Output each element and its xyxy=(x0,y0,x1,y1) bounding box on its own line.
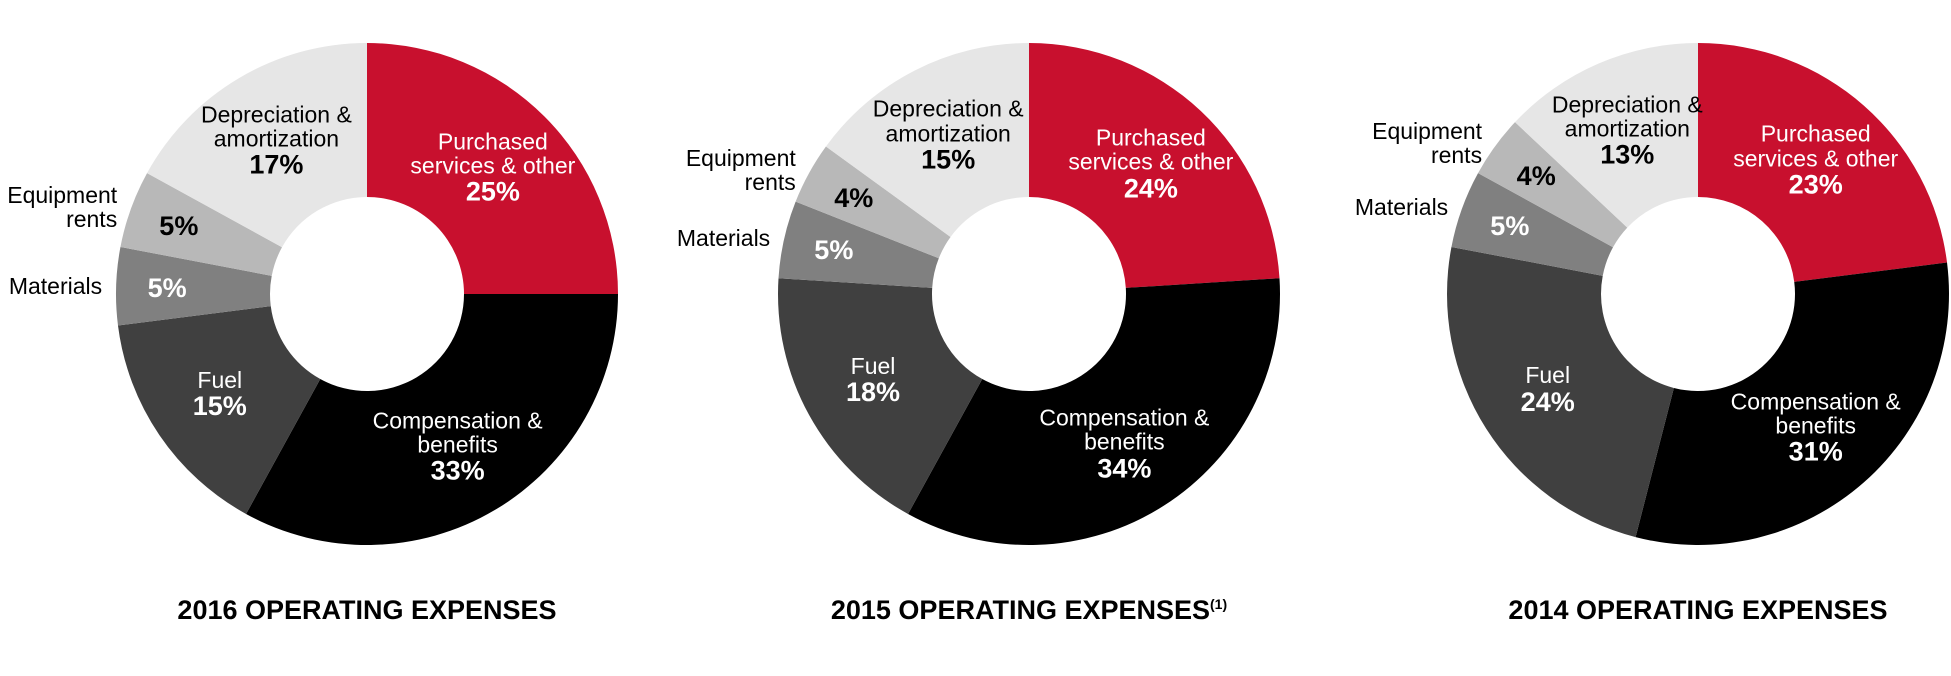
donut-slice xyxy=(1635,262,1949,546)
value-label: 4% xyxy=(834,182,874,213)
category-label: Purchased services & other xyxy=(1068,124,1234,176)
donut-slice xyxy=(778,201,939,288)
donut-slice xyxy=(1478,122,1628,248)
category-label: Compensation & benefits xyxy=(1039,404,1210,456)
chart-title-text: 2014 OPERATING EXPENSES xyxy=(1508,595,1888,625)
donut-slice xyxy=(778,278,983,514)
category-label: Materials xyxy=(676,224,771,251)
donut-slice xyxy=(115,246,272,326)
value-label: 5% xyxy=(159,211,199,242)
slice-label: Purchased services & other 24% xyxy=(1056,126,1246,203)
category-label: Equipment rents xyxy=(1372,117,1483,168)
donut-slice xyxy=(795,146,951,259)
category-label: Fuel xyxy=(850,352,896,379)
category-label: Depreciation & amortization xyxy=(872,96,1024,147)
category-label: Materials xyxy=(8,272,103,299)
category-label: Equipment rents xyxy=(685,145,796,196)
donut-slice xyxy=(147,43,367,248)
category-label: Depreciation & amortization xyxy=(1551,91,1703,142)
value-label: 24% xyxy=(1123,173,1178,204)
donut-slice xyxy=(246,294,618,546)
slice-label: Purchased services & other 25% xyxy=(398,130,588,207)
slice-label: Fuel 15% xyxy=(125,366,315,421)
donut-slice xyxy=(1447,246,1674,538)
slice-label: Purchased services & other 23% xyxy=(1721,122,1911,199)
value-label: 15% xyxy=(192,390,247,421)
category-label: Equipment rents xyxy=(7,181,118,232)
slice-label: Depreciation & amortization 13% xyxy=(1532,92,1722,169)
value-label: 17% xyxy=(249,149,304,180)
chart-title: 2015 OPERATING EXPENSES(1) xyxy=(831,595,1227,626)
slice-label: Fuel 24% xyxy=(1453,362,1643,417)
value-label: 33% xyxy=(430,456,485,487)
category-label: Materials xyxy=(1354,193,1449,220)
slice-label: Compensation & benefits 34% xyxy=(1029,406,1219,483)
donut-slice xyxy=(825,43,1029,237)
donut-slice xyxy=(1698,43,1948,282)
donut-slice xyxy=(117,306,321,514)
category-label: Fuel xyxy=(197,366,243,393)
category-label: Compensation & benefits xyxy=(372,407,543,459)
slice-label: Compensation & benefits 31% xyxy=(1721,389,1911,466)
value-label: 25% xyxy=(465,177,520,208)
value-label: 5% xyxy=(1490,211,1530,242)
category-label: Depreciation & amortization xyxy=(200,101,352,152)
chart-title-text: 2015 OPERATING EXPENSES xyxy=(830,595,1211,625)
value-label: 34% xyxy=(1097,453,1152,484)
donut-slice xyxy=(908,278,1281,545)
donut-slice xyxy=(1029,43,1280,288)
category-label: Purchased services & other xyxy=(410,128,576,179)
value-label: 31% xyxy=(1788,436,1843,467)
title-note: (1) xyxy=(1210,596,1228,612)
slice-label: Fuel 18% xyxy=(778,352,968,407)
value-label: 4% xyxy=(1516,161,1556,192)
donut-slice xyxy=(1451,173,1613,276)
value-label: 23% xyxy=(1788,169,1843,200)
value-label: 15% xyxy=(921,144,976,175)
slice-label: Compensation & benefits 33% xyxy=(363,409,553,486)
value-label: 18% xyxy=(845,376,901,407)
category-label: Fuel xyxy=(1525,362,1571,389)
value-label: 5% xyxy=(147,272,187,303)
value-label: 24% xyxy=(1520,386,1575,417)
category-label: Purchased services & other xyxy=(1733,121,1899,172)
value-label: 5% xyxy=(814,235,854,266)
chart-title: 2016 OPERATING EXPENSES xyxy=(177,595,556,626)
slice-label: Depreciation & amortization 17% xyxy=(181,102,371,179)
donut-slice xyxy=(1515,43,1698,228)
slice-label: Depreciation & amortization 15% xyxy=(853,97,1043,174)
chart-title-text: 2016 OPERATING EXPENSES xyxy=(177,595,557,625)
donut-slice xyxy=(120,173,282,276)
chart-title: 2014 OPERATING EXPENSES xyxy=(1508,595,1887,626)
donut-slice xyxy=(367,43,618,294)
category-label: Compensation & benefits xyxy=(1730,388,1901,439)
value-label: 13% xyxy=(1600,139,1655,170)
